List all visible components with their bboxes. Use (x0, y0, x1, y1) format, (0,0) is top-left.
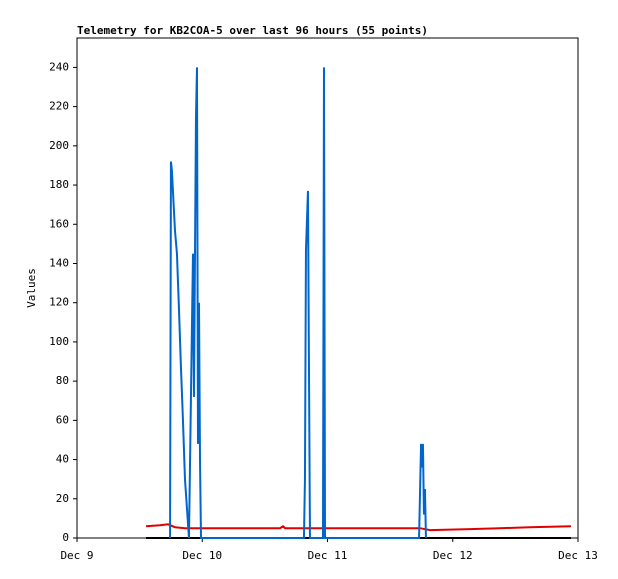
y-axis-label: Values (25, 268, 38, 308)
y-tick-label: 160 (49, 217, 69, 230)
x-tick-label: Dec 10 (182, 549, 222, 562)
y-tick-label: 200 (49, 139, 69, 152)
x-tick-label: Dec 12 (433, 549, 473, 562)
y-tick-label: 0 (62, 531, 69, 544)
x-tick-label: Dec 9 (60, 549, 93, 562)
y-tick-label: 100 (49, 335, 69, 348)
y-tick-label: 40 (56, 453, 69, 466)
x-tick-label: Dec 11 (308, 549, 348, 562)
series-line (145, 523, 572, 532)
y-tick-label: 180 (49, 178, 69, 191)
y-tick-label: 220 (49, 100, 69, 113)
series-line (169, 67, 427, 539)
y-tick-label: 20 (56, 492, 69, 505)
y-tick-label: 240 (49, 60, 69, 73)
chart-title: Telemetry for KB2COA-5 over last 96 hour… (77, 24, 428, 37)
y-tick-label: 120 (49, 296, 69, 309)
x-tick-label: Dec 13 (558, 549, 598, 562)
y-tick-label: 140 (49, 256, 69, 269)
y-tick-label: 60 (56, 413, 69, 426)
plot-frame (76, 37, 579, 539)
y-tick-label: 80 (56, 374, 69, 387)
